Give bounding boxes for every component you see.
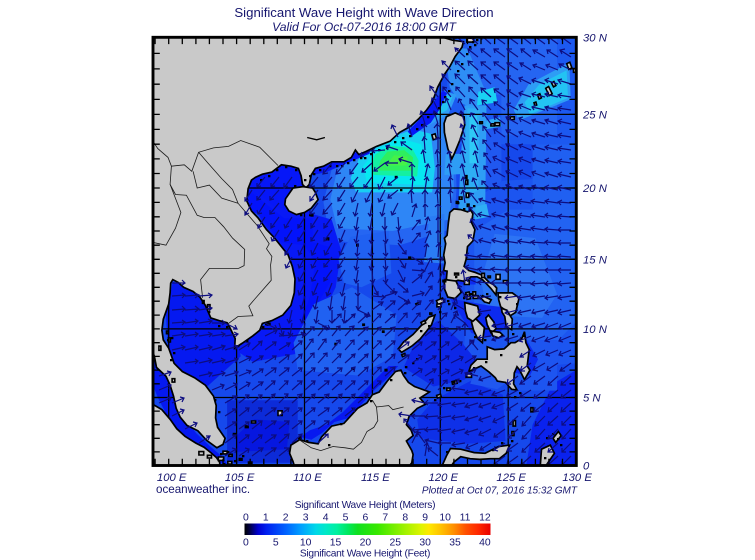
svg-text:100 E: 100 E (157, 472, 187, 484)
svg-text:30 N: 30 N (583, 32, 608, 44)
svg-text:125 E: 125 E (496, 472, 526, 484)
svg-text:9: 9 (422, 513, 428, 524)
svg-text:7: 7 (382, 513, 388, 524)
svg-text:12: 12 (479, 513, 491, 524)
svg-text:0: 0 (243, 513, 249, 524)
svg-text:15: 15 (330, 538, 342, 549)
svg-text:11: 11 (460, 513, 471, 524)
svg-text:110 E: 110 E (293, 472, 322, 484)
svg-text:10 N: 10 N (583, 324, 608, 336)
svg-text:oceanweather inc.: oceanweather inc. (156, 483, 250, 496)
svg-text:Significant Wave Height with W: Significant Wave Height with Wave Direct… (234, 5, 493, 20)
svg-text:Valid For Oct-07-2016 18:00 GM: Valid For Oct-07-2016 18:00 GMT (272, 20, 457, 34)
svg-text:10: 10 (300, 538, 312, 549)
svg-text:25: 25 (390, 538, 402, 549)
svg-text:0: 0 (583, 461, 590, 473)
svg-text:5 N: 5 N (583, 393, 601, 405)
svg-text:10: 10 (439, 513, 451, 524)
svg-text:105 E: 105 E (225, 472, 255, 484)
svg-text:6: 6 (363, 513, 369, 524)
svg-text:1: 1 (263, 513, 269, 524)
svg-text:Significant Wave Height (Feet): Significant Wave Height (Feet) (300, 549, 430, 560)
svg-text:20: 20 (360, 538, 372, 549)
svg-text:35: 35 (449, 538, 461, 549)
svg-text:4: 4 (323, 513, 329, 524)
svg-text:8: 8 (402, 513, 408, 524)
svg-text:Plotted at Oct 07, 2016 15:32: Plotted at Oct 07, 2016 15:32 GMT (422, 486, 578, 497)
svg-text:5: 5 (343, 513, 349, 524)
svg-text:120 E: 120 E (429, 472, 459, 484)
svg-text:15 N: 15 N (583, 254, 608, 266)
svg-text:Significant Wave Height (Meter: Significant Wave Height (Meters) (295, 500, 436, 511)
svg-text:2: 2 (283, 513, 289, 524)
svg-text:115 E: 115 E (361, 472, 390, 484)
svg-text:40: 40 (479, 538, 491, 549)
svg-text:5: 5 (273, 538, 279, 549)
svg-text:30: 30 (419, 538, 431, 549)
svg-text:20 N: 20 N (582, 183, 608, 195)
svg-text:3: 3 (303, 513, 309, 524)
svg-text:25 N: 25 N (582, 109, 608, 121)
svg-text:0: 0 (243, 538, 249, 549)
svg-text:130 E: 130 E (562, 472, 592, 484)
